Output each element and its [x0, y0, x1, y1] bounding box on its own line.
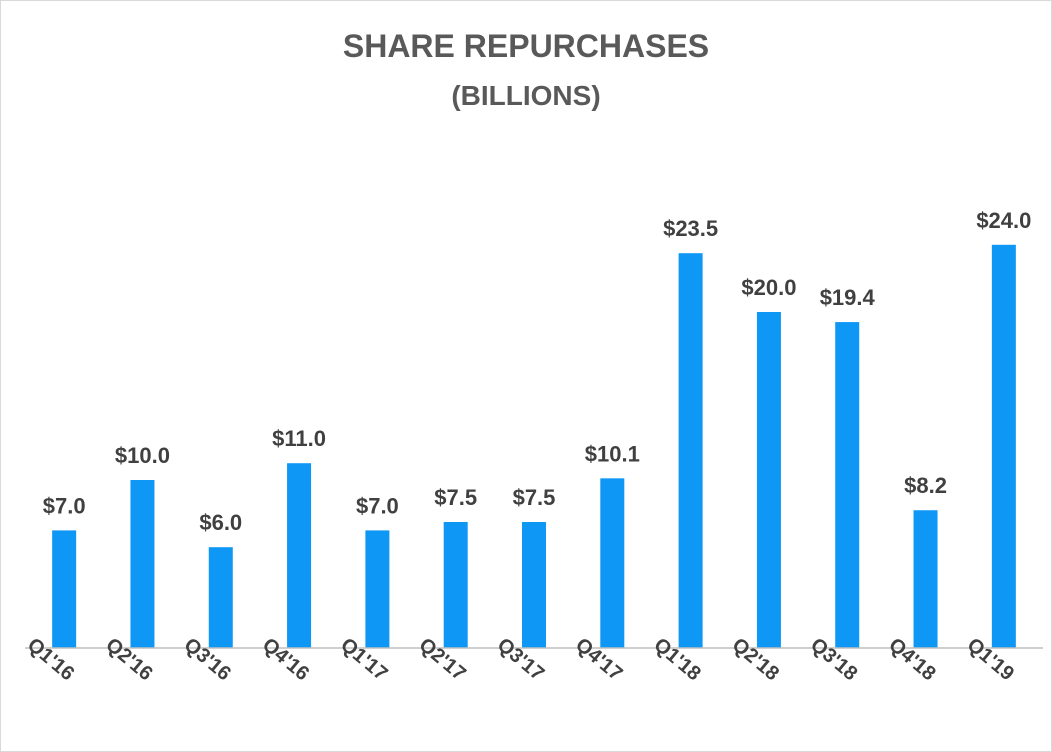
bar	[365, 530, 390, 648]
data-label: $19.4	[820, 285, 876, 310]
data-label: $11.0	[272, 426, 326, 451]
data-label: $7.5	[434, 485, 477, 510]
data-label: $7.5	[513, 485, 556, 510]
data-label: $8.2	[904, 473, 947, 498]
bar	[678, 253, 703, 648]
bar	[130, 480, 155, 648]
bar	[991, 244, 1016, 649]
chart-title: SHARE REPURCHASES	[343, 28, 709, 64]
data-label: $24.0	[976, 208, 1031, 233]
data-label-group: $7.0 $10.0 $6.0 $11.0 $7.0 $7.5 $7.5 $10.1 $23.5…	[43, 208, 1032, 535]
bar-group	[52, 244, 1016, 649]
bar	[208, 547, 233, 648]
bar	[522, 522, 546, 648]
bar	[835, 322, 860, 648]
bar	[443, 522, 468, 648]
data-label: $10.0	[115, 443, 170, 468]
data-label: $10.1	[585, 441, 640, 466]
data-label: $7.0	[356, 493, 399, 518]
data-label: $7.0	[43, 493, 86, 518]
bar	[52, 530, 77, 648]
data-label: $20.0	[741, 275, 796, 300]
bar	[287, 463, 312, 648]
data-label: $23.5	[663, 216, 718, 241]
bar	[913, 510, 938, 648]
data-label: $6.0	[199, 510, 242, 535]
chart-subtitle: (BILLIONS)	[451, 80, 600, 111]
x-tick-label-group: Q1'16 Q2'16 Q3'16 Q4'16 Q1'17 Q2'17 Q3'17 Q4'17…	[23, 634, 1018, 685]
bar	[600, 478, 625, 648]
bar	[756, 312, 781, 648]
